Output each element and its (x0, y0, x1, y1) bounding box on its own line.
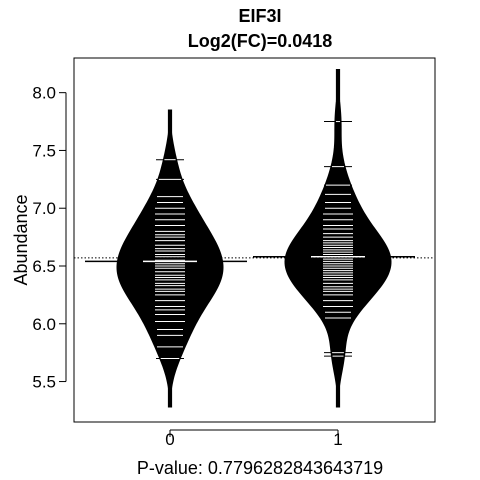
plot-frame (73, 57, 436, 423)
beans-layer (116, 69, 392, 408)
observation-lines-layer (155, 121, 353, 359)
y-tick-label: 5.5 (32, 373, 56, 392)
x-axis-title: P-value: 0.7796282843643719 (137, 458, 383, 478)
mean-lines-layer (74, 256, 435, 263)
y-axis-title: Abundance (11, 194, 31, 285)
y-tick-label: 6.5 (32, 257, 56, 276)
x-tick-label: 0 (165, 430, 174, 449)
bean-group-0 (116, 109, 224, 408)
y-tick-label: 7.5 (32, 141, 56, 160)
chart-title: EIF3I (238, 6, 281, 26)
x-tick-label: 1 (333, 430, 342, 449)
bean-group-1 (284, 69, 392, 408)
chart-subtitle: Log2(FC)=0.0418 (188, 31, 333, 51)
y-tick-label: 6.0 (32, 315, 56, 334)
y-axis: 5.5 6.0 6.5 7.0 7.5 8.0 (32, 84, 67, 392)
y-tick-label: 7.0 (32, 199, 56, 218)
y-tick-label: 8.0 (32, 84, 56, 103)
